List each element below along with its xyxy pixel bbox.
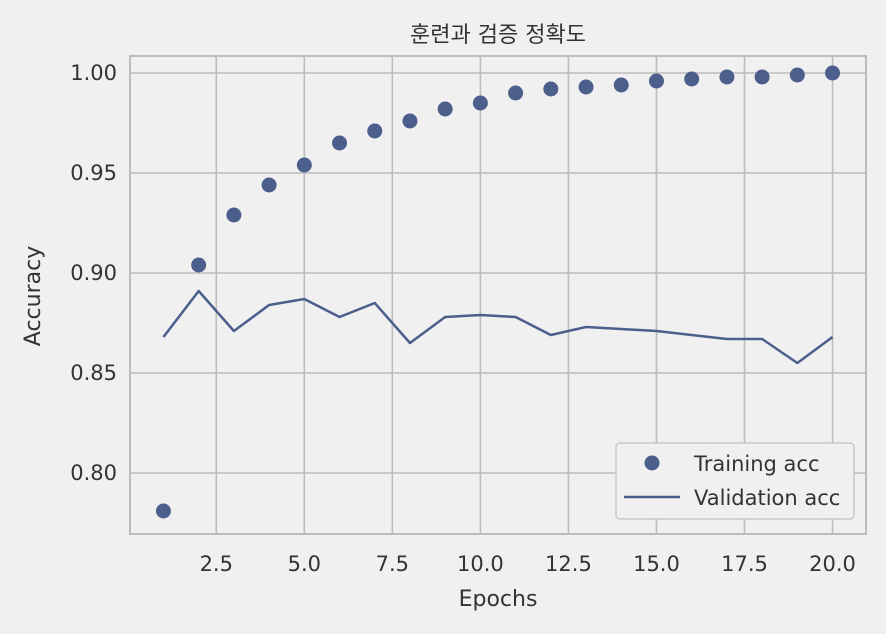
x-tick-label: 5.0: [288, 552, 321, 576]
plot-frame: [129, 55, 867, 535]
x-tick-label: 12.5: [545, 552, 592, 576]
validation-acc-line: [162, 289, 834, 365]
legend-marker-training: [644, 455, 660, 471]
x-tick-label: 7.5: [376, 552, 409, 576]
y-axis-label: Accuracy: [21, 246, 46, 346]
x-tick-label: 20.0: [809, 552, 856, 576]
training-acc-point: [332, 135, 348, 151]
series-layer: [155, 65, 841, 519]
training-acc-point: [684, 71, 700, 87]
training-acc-point: [754, 69, 770, 85]
training-acc-point: [367, 123, 383, 139]
tick-labels: 2.5 5.0 7.5 10.0 12.5 15.0 17.5 20.0 0.80 0.85 0.9…: [70, 61, 856, 576]
training-acc-point: [226, 207, 242, 223]
training-acc-point: [402, 113, 418, 129]
y-tick-label: 0.80: [70, 461, 117, 485]
training-acc-point: [578, 79, 594, 95]
training-acc-point: [508, 85, 524, 101]
training-acc-point: [543, 81, 559, 97]
training-acc-point: [613, 77, 629, 93]
x-axis-label: Epochs: [459, 587, 538, 612]
training-acc-point: [437, 101, 453, 117]
training-acc-point: [789, 67, 805, 83]
training-acc-point: [296, 157, 312, 173]
training-acc-point: [648, 73, 664, 89]
y-tick-label: 0.90: [70, 261, 117, 285]
y-tick-label: 0.85: [70, 361, 117, 385]
training-acc-point: [472, 95, 488, 111]
legend-label-validation: Validation acc: [694, 486, 840, 510]
x-tick-label: 15.0: [633, 552, 680, 576]
x-tick-label: 17.5: [721, 552, 768, 576]
chart-title: 훈련과 검증 정확도: [410, 23, 586, 48]
x-tick-label: 2.5: [200, 552, 233, 576]
y-tick-label: 1.00: [70, 61, 117, 85]
y-tick-label: 0.95: [70, 161, 117, 185]
training-acc-point: [261, 177, 277, 193]
legend-label-training: Training acc: [693, 452, 820, 476]
training-acc-point: [825, 65, 841, 81]
training-acc-point: [719, 69, 735, 85]
legend: Training acc Validation acc: [615, 442, 855, 520]
training-acc-point: [191, 257, 207, 273]
legend-box: [615, 442, 855, 520]
x-tick-label: 10.0: [457, 552, 504, 576]
training-acc-point: [155, 503, 171, 519]
